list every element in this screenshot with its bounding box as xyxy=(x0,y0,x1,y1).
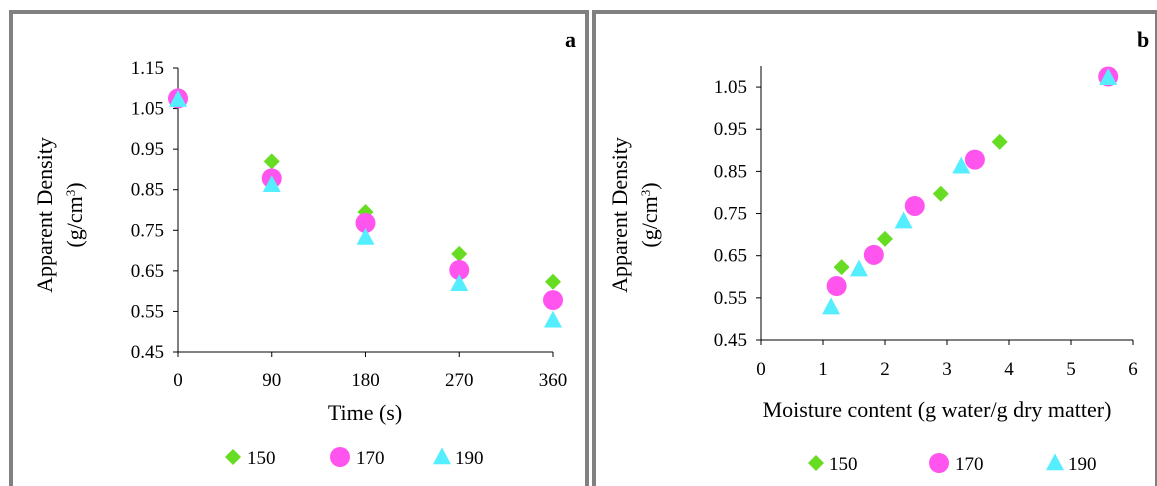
panel-a-legend-label-170: 170 xyxy=(356,448,385,469)
panel-a-x-tick-label: 0 xyxy=(173,370,183,391)
panel-a-legend-label-190: 190 xyxy=(455,448,484,469)
panel-a-legend-marker-190 xyxy=(433,447,451,465)
panel-b-point-190 xyxy=(822,297,841,315)
panel-b-point-170 xyxy=(904,195,925,216)
panel-b: b Moisture content (g water/g dry matter… xyxy=(607,27,1149,475)
panel-b-point-150 xyxy=(877,230,893,247)
panel-b-point-190 xyxy=(894,211,913,229)
panel-b-point-190 xyxy=(952,156,971,174)
panel-b-plot-area: 0.45 0.55 0.65 0.75 0.85 0.95 1.05 0 1 2 3 4 5 6 xyxy=(714,66,1138,380)
panel-a-y-tick-label: 0.45 xyxy=(131,342,164,363)
panel-b-x-tick-label: 1 xyxy=(818,359,828,380)
panel-b-point-150 xyxy=(833,259,850,276)
panel-a-point-190 xyxy=(262,175,281,193)
panel-a-x-tick-label: 270 xyxy=(445,370,474,391)
panel-b-legend-marker-170 xyxy=(929,453,949,473)
panel-b-x-tick-label: 4 xyxy=(1004,359,1014,380)
panel-b-point-190 xyxy=(849,259,868,277)
panel-a-y-axis-title: Apparent Density xyxy=(32,137,57,293)
panel-a-legend: 150 170 190 xyxy=(225,447,484,469)
panel-a-label: a xyxy=(565,27,576,52)
panel-b-y-axis-title-line1: Apparent Density xyxy=(607,137,632,293)
panel-b-legend-label-170: 170 xyxy=(955,454,984,475)
panel-a-point-170 xyxy=(543,290,563,311)
panel-a-y-tick-label: 0.75 xyxy=(131,220,164,241)
panel-a-legend-label-150: 150 xyxy=(247,448,276,469)
panel-b-y-axis-unit-text: (g/cm3) xyxy=(637,182,662,247)
panel-a-point-190 xyxy=(450,274,469,292)
panel-b-y-tick-label: 0.45 xyxy=(714,330,747,351)
panel-b-y-unit-exp: 3 xyxy=(638,190,653,197)
panel-a-point-150 xyxy=(545,273,561,290)
panel-b-legend-marker-150 xyxy=(808,455,824,471)
panel-a-y-unit-close: ) xyxy=(62,182,87,189)
panel-a-x-tick-label: 90 xyxy=(262,370,281,391)
panel-a-point-170 xyxy=(449,260,470,281)
panel-b-x-tick-label: 0 xyxy=(756,359,766,380)
panel-a-y-axis-title-line1: Apparent Density xyxy=(32,137,57,293)
panel-b-y-tick-label: 0.95 xyxy=(714,119,747,140)
panel-b-point-150 xyxy=(991,133,1008,150)
panel-b-x-tick-label: 5 xyxy=(1066,359,1076,380)
panel-b-x-axis-title: Moisture content (g water/g dry matter) xyxy=(763,397,1112,422)
panel-a-y-tick-label: 1.15 xyxy=(131,58,164,79)
panel-b-point-150 xyxy=(932,185,949,202)
panel-b-point-170 xyxy=(826,276,847,297)
panel-a-y-tick-label: 0.65 xyxy=(131,261,164,282)
panel-b-legend: 150 170 190 xyxy=(808,453,1097,475)
panel-b-legend-marker-190 xyxy=(1046,453,1064,471)
panel-a-x-tick-label: 180 xyxy=(351,370,380,391)
panel-a-y-tick-label: 0.85 xyxy=(131,180,164,201)
panel-a-frame xyxy=(9,10,589,486)
panel-b-y-tick-label: 0.75 xyxy=(714,204,747,225)
panel-a-y-tick-label: 0.95 xyxy=(131,139,164,160)
panel-a: a Time (s) Apparent Density (g/cm3) 0.45… xyxy=(32,27,576,469)
panel-a-point-150 xyxy=(451,245,468,262)
panel-a-legend-marker-150 xyxy=(225,449,241,465)
panel-a-point-170 xyxy=(355,212,376,233)
panel-b-y-unit-close: ) xyxy=(637,182,662,189)
panel-b-y-tick-label: 0.85 xyxy=(714,161,747,182)
panel-b-legend-label-150: 150 xyxy=(829,454,858,475)
panel-b-x-tick-label: 2 xyxy=(880,359,890,380)
panel-b-y-axis-unit: (g/cm3) xyxy=(637,182,662,247)
panel-b-y-tick-label: 1.05 xyxy=(714,77,747,98)
panel-b-x-tick-label: 6 xyxy=(1128,359,1138,380)
panel-a-x-axis-title: Time (s) xyxy=(328,400,402,425)
panel-a-x-tick-label: 360 xyxy=(539,370,568,391)
panel-b-point-170 xyxy=(964,149,985,170)
panel-a-y-unit-exp: 3 xyxy=(63,190,78,197)
panel-b-y-unit-base: (g/cm xyxy=(637,196,662,247)
panel-b-point-190 xyxy=(1099,68,1118,86)
panel-a-point-190 xyxy=(169,90,187,107)
panel-a-y-tick-label: 1.05 xyxy=(131,99,164,120)
panel-b-y-tick-label: 0.65 xyxy=(714,246,747,267)
panel-a-plot-area: 0.45 0.55 0.65 0.75 0.85 0.95 1.05 1.15 0 90 180 27… xyxy=(131,58,568,391)
panel-b-y-tick-label: 0.55 xyxy=(714,288,747,309)
panel-a-y-tick-label: 0.55 xyxy=(131,301,164,322)
panel-b-label: b xyxy=(1137,27,1149,52)
panel-b-x-tick-label: 3 xyxy=(942,359,952,380)
panel-a-point-150 xyxy=(263,153,280,170)
panel-a-legend-marker-170 xyxy=(330,447,350,467)
panel-a-point-190 xyxy=(544,310,562,328)
panel-b-point-170 xyxy=(863,244,884,265)
panel-a-y-axis-unit: (g/cm3) xyxy=(62,182,87,247)
panel-b-legend-label-190: 190 xyxy=(1068,454,1097,475)
panel-b-y-axis-title: Apparent Density xyxy=(607,137,632,293)
panel-a-y-axis-unit-text: (g/cm3) xyxy=(62,182,87,247)
panel-a-point-190 xyxy=(356,227,375,245)
panel-a-y-unit-base: (g/cm xyxy=(62,196,87,247)
